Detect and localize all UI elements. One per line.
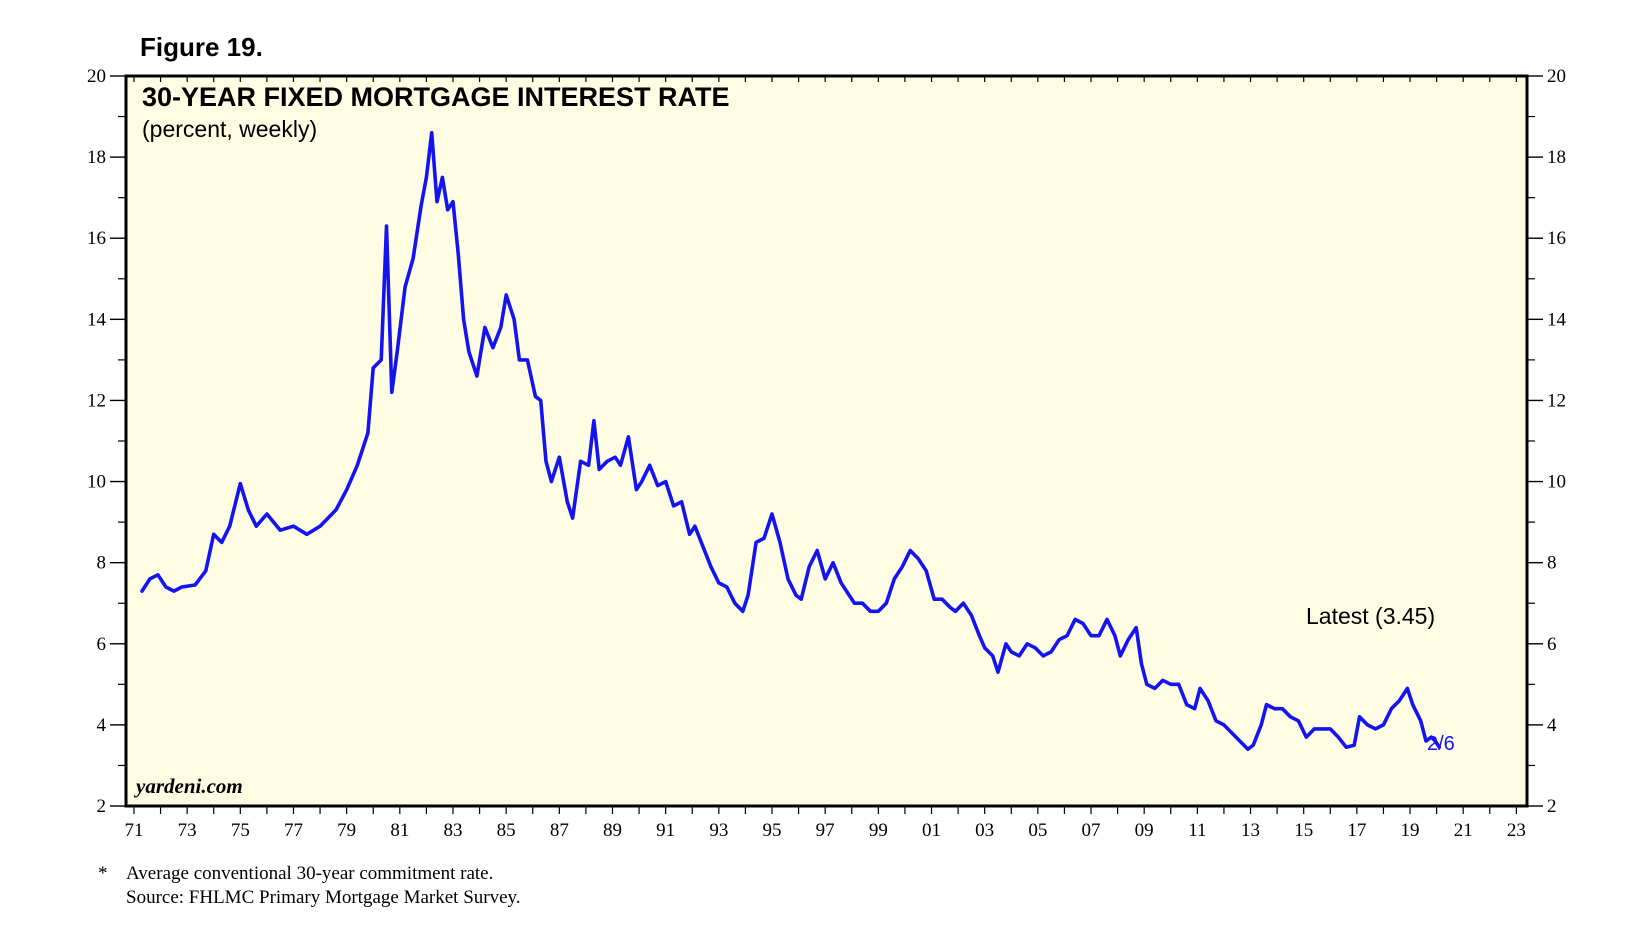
x-tick-label: 77 bbox=[284, 820, 303, 841]
x-tick-label: 97 bbox=[816, 820, 835, 841]
y-tick-label-right: 12 bbox=[1547, 390, 1566, 411]
x-tick-label: 21 bbox=[1454, 820, 1473, 841]
series-line bbox=[140, 131, 1442, 751]
x-tick-label: 73 bbox=[178, 820, 197, 841]
y-tick-label-left: 10 bbox=[87, 472, 106, 493]
left-y-axis: 2 4 6 8 10 12 14 16 18 20 bbox=[87, 66, 126, 817]
footnote-line-2: Source: FHLMC Primary Mortgage Market Su… bbox=[126, 887, 521, 908]
x-tick-label: 11 bbox=[1188, 820, 1206, 841]
footnote-marker: * bbox=[98, 863, 108, 884]
x-tick-label: 15 bbox=[1294, 820, 1313, 841]
y-tick-label-left: 4 bbox=[97, 715, 107, 736]
y-tick-label-right: 20 bbox=[1547, 66, 1566, 87]
y-tick-label-left: 6 bbox=[97, 634, 107, 655]
y-tick-label-left: 18 bbox=[87, 147, 106, 168]
y-tick-label-right: 16 bbox=[1547, 228, 1566, 249]
y-tick-label-right: 14 bbox=[1547, 309, 1567, 330]
x-axis: 71 73 75 77 79 81 83 85 87 89 91 93 95 97 99 01 03 05 07 09… bbox=[124, 76, 1526, 841]
brand-watermark: yardeni.com bbox=[133, 774, 243, 798]
x-tick-label: 87 bbox=[550, 820, 569, 841]
plot-area bbox=[126, 76, 1527, 806]
x-tick-label: 79 bbox=[337, 820, 356, 841]
x-tick-label: 89 bbox=[603, 820, 622, 841]
footnote-line-1: Average conventional 30-year commitment … bbox=[126, 863, 494, 884]
latest-date-label: 2/6 bbox=[1427, 733, 1455, 755]
x-tick-label: 83 bbox=[443, 820, 462, 841]
latest-annotation: Latest (3.45) bbox=[1306, 603, 1435, 629]
x-tick-label: 95 bbox=[763, 820, 782, 841]
footnote: * Average conventional 30-year commitment… bbox=[98, 862, 521, 910]
y-tick-label-left: 8 bbox=[97, 553, 107, 574]
figure-label: Figure 19. bbox=[140, 32, 263, 62]
x-tick-label: 19 bbox=[1401, 820, 1420, 841]
x-tick-label: 01 bbox=[922, 820, 941, 841]
y-tick-label-left: 14 bbox=[87, 309, 107, 330]
y-tick-label-right: 2 bbox=[1547, 796, 1557, 817]
y-tick-label-left: 16 bbox=[87, 228, 106, 249]
y-tick-label-left: 2 bbox=[97, 796, 107, 817]
x-tick-label: 17 bbox=[1347, 820, 1366, 841]
x-tick-label: 07 bbox=[1082, 820, 1101, 841]
y-tick-label-right: 4 bbox=[1547, 715, 1557, 736]
y-tick-label-left: 20 bbox=[87, 66, 106, 87]
y-tick-label-left: 12 bbox=[87, 390, 106, 411]
chart-subtitle: (percent, weekly) bbox=[142, 116, 317, 142]
y-tick-label-right: 8 bbox=[1547, 553, 1557, 574]
plot-frame bbox=[124, 74, 1529, 808]
x-tick-label: 09 bbox=[1135, 820, 1154, 841]
x-tick-label: 91 bbox=[656, 820, 675, 841]
x-tick-label: 03 bbox=[975, 820, 994, 841]
x-tick-label: 23 bbox=[1507, 820, 1526, 841]
x-tick-label: 85 bbox=[497, 820, 516, 841]
x-tick-label: 71 bbox=[124, 820, 143, 841]
x-tick-label: 93 bbox=[709, 820, 728, 841]
x-tick-label: 75 bbox=[231, 820, 250, 841]
x-tick-label: 05 bbox=[1028, 820, 1047, 841]
x-tick-label: 99 bbox=[869, 820, 888, 841]
x-tick-label: 81 bbox=[390, 820, 409, 841]
x-tick-label: 13 bbox=[1241, 820, 1260, 841]
right-y-axis: 2 4 6 8 10 12 14 16 18 20 bbox=[1527, 66, 1567, 817]
y-tick-label-right: 10 bbox=[1547, 472, 1566, 493]
y-tick-label-right: 6 bbox=[1547, 634, 1557, 655]
y-tick-label-right: 18 bbox=[1547, 147, 1566, 168]
chart-title: 30-YEAR FIXED MORTGAGE INTEREST RATE bbox=[142, 82, 730, 112]
